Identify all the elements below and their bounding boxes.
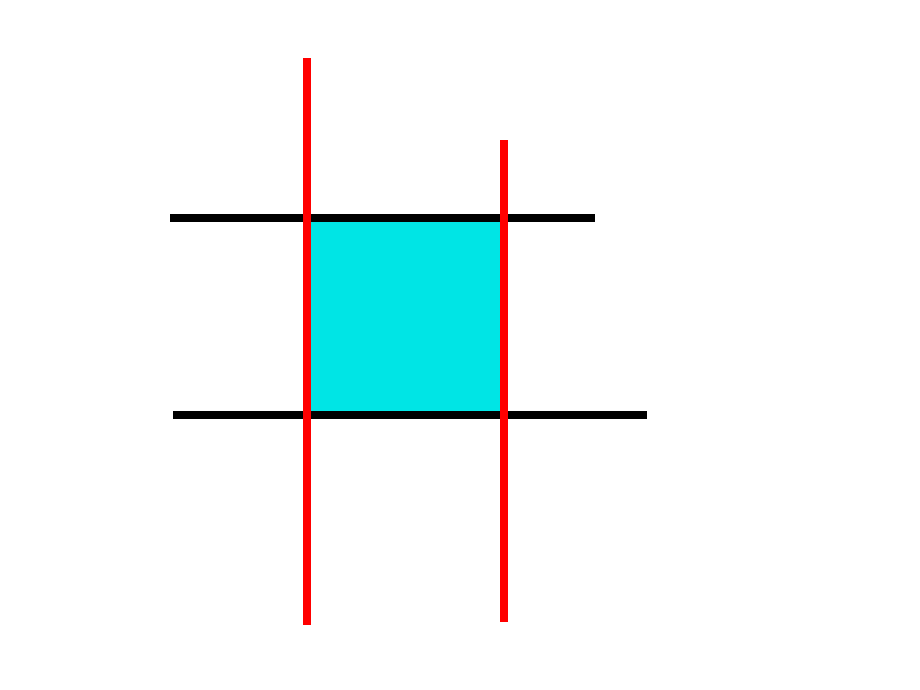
center-square — [307, 218, 504, 415]
diagram-canvas — [0, 0, 920, 690]
